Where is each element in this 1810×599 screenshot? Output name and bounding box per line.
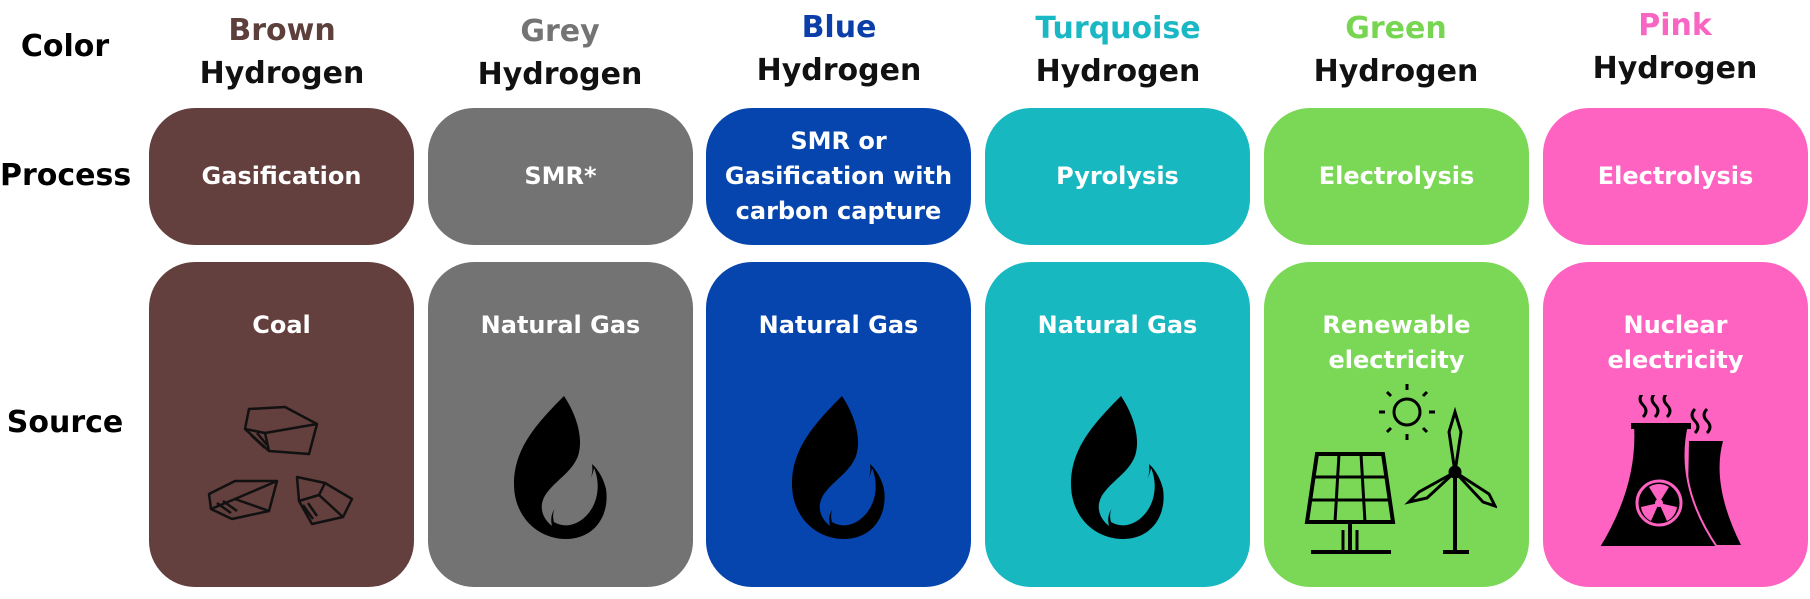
process-label: SMR* [524, 162, 597, 190]
process-label: Electrolysis [1597, 162, 1754, 190]
header-grey: Grey Hydrogen [425, 10, 695, 96]
hydrogen-label: Hydrogen [1313, 54, 1479, 89]
hydrogen-label: Hydrogen [477, 57, 643, 92]
color-name: Turquoise [1035, 11, 1201, 46]
process-card-grey: SMR* [428, 108, 693, 245]
color-name: Pink [1638, 8, 1712, 43]
process-card-pink: Electrolysis [1543, 108, 1808, 245]
source-label: Natural Gas [758, 311, 919, 339]
color-name: Green [1345, 11, 1447, 46]
source-card-brown: Coal [149, 262, 414, 587]
flame-icon [513, 396, 607, 539]
source-label: Coal [252, 311, 311, 339]
hydrogen-label: Hydrogen [199, 56, 365, 91]
source-card-blue: Natural Gas [706, 262, 971, 587]
row-label-process: Process [0, 158, 132, 193]
coal-icon [207, 405, 353, 526]
process-card-green: Electrolysis [1264, 108, 1529, 245]
process-label: SMR or Gasification with carbon capture [724, 127, 953, 225]
hydrogen-label: Hydrogen [756, 53, 922, 88]
header-brown: Brown Hydrogen [147, 9, 417, 95]
process-card-blue: SMR or Gasification with carbon capture [706, 108, 971, 245]
flame-icon [1070, 396, 1164, 539]
row-label-source: Source [6, 405, 124, 440]
header-green: Green Hydrogen [1261, 7, 1531, 93]
header-blue: Blue Hydrogen [704, 6, 974, 92]
hydrogen-label: Hydrogen [1592, 51, 1758, 86]
color-name: Grey [520, 14, 600, 49]
color-name: Blue [801, 10, 877, 45]
source-card-turquoise: Natural Gas [985, 262, 1250, 587]
source-card-pink: Nuclear electricity [1543, 262, 1808, 587]
flame-icon [791, 396, 885, 539]
process-label: Pyrolysis [1056, 162, 1179, 190]
process-card-turquoise: Pyrolysis [985, 108, 1250, 245]
source-label: Natural Gas [480, 311, 641, 339]
process-label: Electrolysis [1318, 162, 1475, 190]
hydrogen-label: Hydrogen [1035, 54, 1201, 89]
row-label-color: Color [20, 29, 110, 64]
source-label: Renewable electricity [1322, 311, 1471, 374]
source-card-green: Renewable electricity [1264, 262, 1529, 587]
color-name: Brown [228, 13, 336, 48]
process-card-brown: Gasification [149, 108, 414, 245]
source-label: Natural Gas [1037, 311, 1198, 339]
process-label: Gasification [201, 162, 362, 190]
nuclear-plant-icon [1596, 395, 1741, 548]
source-card-grey: Natural Gas [428, 262, 693, 587]
solar-wind-icon [1304, 384, 1497, 554]
header-turquoise: Turquoise Hydrogen [983, 7, 1253, 93]
header-pink: Pink Hydrogen [1540, 4, 1810, 90]
source-label: Nuclear electricity [1607, 311, 1744, 374]
